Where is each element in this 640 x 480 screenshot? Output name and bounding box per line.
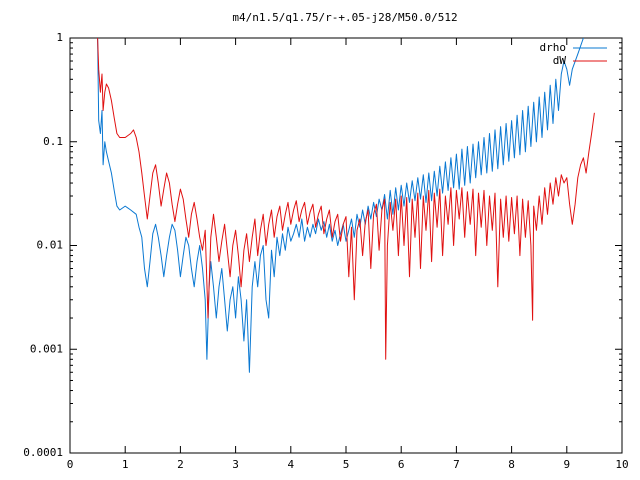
y-tick-label: 0.01 xyxy=(37,239,64,252)
x-tick-label: 10 xyxy=(615,458,628,471)
y-tick-label: 0.1 xyxy=(43,135,63,148)
x-tick-label: 3 xyxy=(232,458,239,471)
series-line-drho xyxy=(97,37,584,373)
chart-title: m4/n1.5/q1.75/r-+.05-j28/M50.0/512 xyxy=(232,11,457,24)
series-layer xyxy=(97,37,595,373)
x-tick-label: 0 xyxy=(67,458,74,471)
series-line-dw xyxy=(97,37,595,360)
x-tick-label: 1 xyxy=(122,458,129,471)
y-tick-label: 1 xyxy=(56,31,63,44)
x-tick-label: 9 xyxy=(563,458,570,471)
legend-label-drho: drho xyxy=(540,41,567,54)
legend-label-dw: dW xyxy=(553,54,567,67)
x-tick-label: 8 xyxy=(508,458,515,471)
y-tick-label: 0.0001 xyxy=(23,446,63,459)
x-tick-label: 7 xyxy=(453,458,460,471)
x-tick-label: 2 xyxy=(177,458,184,471)
y-tick-label: 0.001 xyxy=(30,342,63,355)
x-tick-label: 5 xyxy=(343,458,350,471)
x-tick-label: 4 xyxy=(287,458,294,471)
x-tick-label: 6 xyxy=(398,458,405,471)
